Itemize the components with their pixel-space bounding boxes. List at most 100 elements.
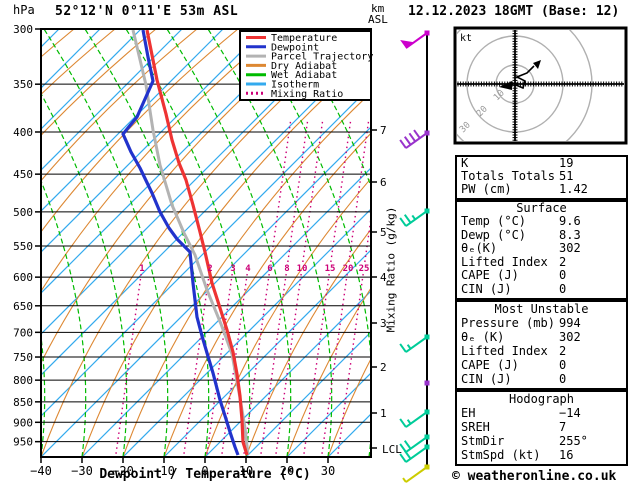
mixing-ratio-line — [115, 273, 142, 456]
indices-table: Hodograph EH −14 SREH 7 StmDir 255° StmSpd (kt)… — [455, 390, 628, 466]
hodograph-trace-arrowhead — [533, 60, 541, 69]
pressure-tick-label: 650 — [13, 300, 33, 313]
temp-tick-label: −20 — [112, 464, 134, 478]
metric-value: 9.6 — [559, 214, 581, 229]
km-tick-label: 7 — [380, 124, 387, 137]
wet-adiabat-line — [41, 92, 128, 457]
lcl-label: LCL — [382, 443, 402, 456]
metric-label: Lifted Index — [461, 344, 548, 358]
isotherm-line — [81, 167, 371, 457]
temp-tick-label: −40 — [30, 464, 52, 478]
metric-value: 8.3 — [559, 227, 581, 242]
pressure-tick-label: 700 — [13, 326, 33, 339]
mixing-ratio-value: 4 — [245, 264, 251, 274]
pressure-tick-label: 450 — [13, 168, 33, 181]
metric-label: CIN (J) — [461, 281, 512, 296]
mixing-ratio-axis-label: Mixing Ratio (g/kg) — [384, 206, 398, 333]
mixing-ratio-line — [183, 273, 210, 456]
temp-tick-label: 30 — [321, 464, 335, 478]
pressure-unit-label: hPa — [13, 3, 35, 17]
copyright: © weatheronline.co.uk — [452, 469, 617, 484]
wind-level-marker — [424, 208, 430, 214]
wet-adiabat-line — [125, 29, 251, 457]
hodograph-plot — [457, 30, 624, 141]
mixing-ratio-value: 8 — [284, 264, 289, 274]
pressure-tick-label: 550 — [13, 240, 33, 253]
metric-label: Totals Totals — [461, 169, 555, 183]
metric-label: CAPE (J) — [461, 268, 519, 283]
table-row: PW (cm) 1.42 — [457, 183, 626, 196]
dry-adiabat-line — [204, 177, 371, 457]
pressure-tick-label: 400 — [13, 126, 33, 139]
station-title: 52°12'N 0°11'E 53m ASL — [55, 4, 239, 19]
wind-level-marker — [424, 30, 430, 36]
dry-adiabat-line — [41, 29, 116, 96]
table-row: SREH 7 — [457, 420, 626, 434]
pressure-tick-label: 750 — [13, 351, 33, 364]
metric-label: PW (cm) — [461, 182, 512, 196]
table-row: StmSpd (kt) 16 — [457, 448, 626, 462]
hodograph-box — [453, 26, 628, 145]
legend-label: Dry Adiabat — [271, 61, 337, 72]
wet-adiabat-line — [166, 29, 292, 457]
legend-label: Parcel Trajectory — [271, 52, 373, 63]
table-row: CAPE (J) 0 — [457, 358, 626, 372]
mixing-ratio-line — [348, 119, 370, 263]
km-tick-label: 2 — [380, 361, 387, 374]
table-row: θₑ (K) 302 — [457, 330, 626, 344]
wind-level-marker — [424, 130, 430, 136]
metric-label: CIN (J) — [461, 372, 512, 386]
metric-value: 994 — [559, 316, 581, 330]
isotherm-line — [41, 29, 224, 212]
metric-value: 2 — [559, 344, 567, 358]
temp-tick-label: −30 — [71, 464, 93, 478]
metric-value: −14 — [559, 406, 581, 420]
legend-label: Mixing Ratio — [271, 89, 343, 100]
isotherm-line — [163, 249, 371, 457]
metric-value: 302 — [559, 241, 581, 256]
pressure-tick-label: 500 — [13, 206, 33, 219]
dry-adiabat-line — [286, 286, 371, 457]
legend-label: Isotherm — [271, 80, 319, 91]
table-header: Hodograph — [508, 392, 575, 406]
isotherm-line — [286, 372, 371, 457]
legend-label: Dewpoint — [271, 42, 319, 53]
metric-value: 0 — [559, 372, 567, 386]
hodograph-unit-label: kt — [460, 33, 472, 44]
table-row: CIN (J) 0 — [457, 281, 626, 296]
chart-frame — [40, 28, 372, 458]
metric-label: θₑ (K) — [461, 330, 505, 344]
dewpoint-curve — [121, 29, 240, 456]
temp-tick-label: 20 — [280, 464, 294, 478]
wet-adiabat-line — [248, 29, 371, 457]
table-header: Surface — [516, 201, 567, 215]
mixing-ratio-value: 10 — [297, 264, 308, 274]
wind-barb — [399, 208, 430, 227]
table-row: Pressure (mb) 994 — [457, 316, 626, 330]
mixing-ratio-line — [260, 273, 287, 456]
metric-value: 2 — [559, 254, 567, 269]
indices-table: Surface Temp (°C) 9.6 Dewp (°C) 8.3 θₑ(K) 302 L… — [455, 200, 628, 300]
temp-tick-label: −10 — [153, 464, 175, 478]
isotherm-line — [204, 290, 371, 457]
metric-label: Pressure (mb) — [461, 316, 555, 330]
valid-datetime: 12.12.2023 18GMT (Base: 12) — [408, 4, 620, 19]
legend-label: Temperature — [271, 33, 337, 44]
wind-level-marker — [424, 334, 430, 340]
hodograph-trace — [515, 65, 535, 90]
table-row: StmDir 255° — [457, 434, 626, 448]
wet-adiabat-line — [43, 29, 169, 457]
metric-label: StmDir — [461, 434, 505, 448]
mixing-ratio-line — [337, 273, 364, 456]
km-tick-label: 4 — [380, 271, 387, 284]
wind-level-marker — [424, 444, 430, 450]
metric-label: θₑ(K) — [461, 241, 498, 256]
mixing-ratio-value: 3 — [230, 264, 235, 274]
wind-barb — [399, 334, 430, 353]
table-row: CAPE (J) 0 — [457, 268, 626, 283]
table-header: Most Unstable — [494, 302, 589, 316]
table-row: Dewp (°C) 8.3 — [457, 227, 626, 242]
mixing-ratio-value: 6 — [267, 264, 272, 274]
x-axis-label: Dewpoint / Temperature (°C) — [99, 467, 311, 482]
